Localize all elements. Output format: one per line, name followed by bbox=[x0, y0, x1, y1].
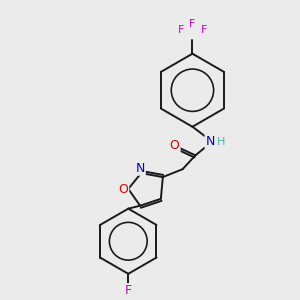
Text: F: F bbox=[177, 25, 184, 35]
Text: H: H bbox=[217, 136, 225, 146]
Text: F: F bbox=[201, 25, 208, 35]
Text: O: O bbox=[118, 183, 128, 196]
Text: N: N bbox=[135, 162, 145, 175]
Text: N: N bbox=[206, 135, 215, 148]
Text: O: O bbox=[170, 139, 180, 152]
Text: F: F bbox=[189, 19, 196, 29]
Text: F: F bbox=[125, 284, 132, 297]
